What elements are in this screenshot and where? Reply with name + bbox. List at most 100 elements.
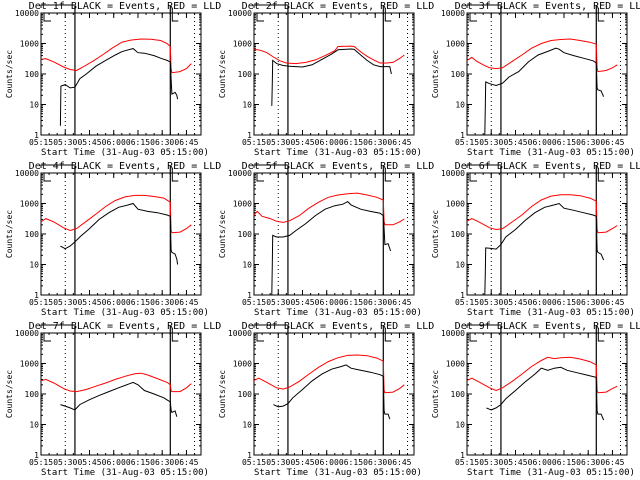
x-tick-label: 05:15 xyxy=(29,298,53,307)
x-tick-label: 06:45 xyxy=(600,138,624,147)
y-tick-label: 100 xyxy=(451,70,466,79)
bracket-marker xyxy=(466,164,501,168)
x-tick-label: 05:30 xyxy=(266,458,290,467)
y-axis-label: Counts/sec xyxy=(431,50,440,98)
bracket-marker xyxy=(40,324,75,328)
y-axis-label: Counts/sec xyxy=(431,210,440,258)
y-axis-label: Counts/sec xyxy=(218,210,227,258)
y-tick-label: 1 xyxy=(460,451,465,460)
x-axis-label: Start Time (31-Aug-03 05:15:00) xyxy=(254,148,422,158)
y-tick-label: 1000 xyxy=(233,40,252,49)
bracket-marker xyxy=(384,168,392,182)
panel-det-3f: 1 10 100 1000 10000 05:15 05:30 05:45 06:00 06:15… xyxy=(431,1,640,158)
panel-title: Det 2f BLACK = Events, RED = LLD xyxy=(242,1,435,12)
bracket-marker xyxy=(469,333,477,342)
y-tick-label: 100 xyxy=(451,390,466,399)
y-axis-label: Counts/sec xyxy=(431,370,440,418)
y-tick-label: 10000 xyxy=(228,9,252,18)
x-tick-label: 06:45 xyxy=(600,458,624,467)
x-tick-label: 05:45 xyxy=(290,458,314,467)
x-tick-label: 06:45 xyxy=(387,298,411,307)
series-lld-line xyxy=(253,45,405,65)
bracket-marker xyxy=(469,173,477,182)
x-tick-label: 05:30 xyxy=(53,138,77,147)
x-tick-label: 06:30 xyxy=(150,458,174,467)
y-tick-label: 10 xyxy=(29,421,39,430)
x-tick-label: 05:30 xyxy=(266,298,290,307)
panel-det-8f: 1 10 100 1000 10000 05:15 05:30 05:45 06:00 06:15… xyxy=(218,321,434,478)
y-tick-label: 100 xyxy=(25,230,40,239)
y-tick-label: 1 xyxy=(460,131,465,140)
panel-title: Det 8f BLACK = Events, RED = LLD xyxy=(242,321,435,332)
series-events-line xyxy=(60,381,178,417)
y-tick-label: 100 xyxy=(25,70,40,79)
y-axis-label: Counts/sec xyxy=(5,370,14,418)
x-tick-label: 05:15 xyxy=(242,138,266,147)
y-tick-label: 100 xyxy=(238,390,253,399)
x-axis-label: Start Time (31-Aug-03 05:15:00) xyxy=(41,308,209,318)
x-axis-label: Start Time (31-Aug-03 05:15:00) xyxy=(254,468,422,478)
y-tick-label: 1 xyxy=(247,131,252,140)
x-tick-label: 05:15 xyxy=(455,298,479,307)
y-tick-label: 10000 xyxy=(228,169,252,178)
y-tick-label: 1000 xyxy=(446,40,465,49)
x-tick-label: 06:15 xyxy=(126,138,150,147)
y-axis-label: Counts/sec xyxy=(5,210,14,258)
y-tick-label: 1 xyxy=(34,131,39,140)
series-events-line xyxy=(486,366,605,421)
x-tick-label: 06:45 xyxy=(600,298,624,307)
x-tick-label: 05:30 xyxy=(266,138,290,147)
x-tick-label: 05:30 xyxy=(53,298,77,307)
bracket-marker xyxy=(253,164,288,168)
bracket-marker xyxy=(384,328,392,342)
bracket-marker xyxy=(171,168,179,182)
x-tick-label: 05:45 xyxy=(503,298,527,307)
x-tick-label: 06:30 xyxy=(363,458,387,467)
y-axis-label: Counts/sec xyxy=(218,370,227,418)
series-events-line xyxy=(273,364,391,420)
bracket-marker xyxy=(40,4,75,8)
panel-det-5f: 1 10 100 1000 10000 05:15 05:30 05:45 06:00 06:15… xyxy=(218,161,434,318)
x-tick-label: 06:30 xyxy=(363,138,387,147)
y-tick-label: 10 xyxy=(242,101,252,110)
y-tick-label: 100 xyxy=(238,230,253,239)
x-axis-label: Start Time (31-Aug-03 05:15:00) xyxy=(254,308,422,318)
x-tick-label: 06:15 xyxy=(552,298,576,307)
x-tick-label: 06:00 xyxy=(102,298,126,307)
x-tick-label: 06:00 xyxy=(102,458,126,467)
x-tick-label: 05:45 xyxy=(290,298,314,307)
x-tick-label: 05:45 xyxy=(77,298,101,307)
y-tick-label: 1 xyxy=(460,291,465,300)
y-tick-label: 1 xyxy=(34,291,39,300)
x-tick-label: 05:45 xyxy=(77,458,101,467)
y-tick-label: 10000 xyxy=(15,329,39,338)
x-tick-label: 06:15 xyxy=(552,458,576,467)
x-tick-label: 06:00 xyxy=(315,138,339,147)
series-lld-line xyxy=(466,356,618,394)
x-tick-label: 05:45 xyxy=(290,138,314,147)
series-lld-line xyxy=(253,354,405,394)
panel-title: Det 3f BLACK = Events, RED = LLD xyxy=(455,1,640,12)
bracket-marker xyxy=(597,168,605,182)
y-tick-label: 1000 xyxy=(446,360,465,369)
y-tick-label: 10 xyxy=(29,101,39,110)
bracket-marker xyxy=(171,328,179,342)
series-lld-line xyxy=(466,194,618,234)
panel-title: Det 1f BLACK = Events, RED = LLD xyxy=(29,1,222,12)
y-tick-label: 100 xyxy=(238,70,253,79)
y-tick-label: 100 xyxy=(451,230,466,239)
bracket-marker xyxy=(43,173,51,182)
x-tick-label: 06:00 xyxy=(315,298,339,307)
bracket-marker xyxy=(43,13,51,22)
x-axis-label: Start Time (31-Aug-03 05:15:00) xyxy=(41,468,209,478)
bracket-marker xyxy=(466,324,501,328)
panel-title: Det 4f BLACK = Events, RED = LLD xyxy=(29,161,222,172)
y-tick-label: 10000 xyxy=(441,329,465,338)
x-tick-label: 06:00 xyxy=(528,138,552,147)
panel-det-7f: 1 10 100 1000 10000 05:15 05:30 05:45 06:00 06:15… xyxy=(5,321,221,478)
panel-title: Det 7f BLACK = Events, RED = LLD xyxy=(29,321,222,332)
y-tick-label: 10 xyxy=(242,421,252,430)
x-tick-label: 05:45 xyxy=(503,458,527,467)
x-tick-label: 06:15 xyxy=(126,298,150,307)
